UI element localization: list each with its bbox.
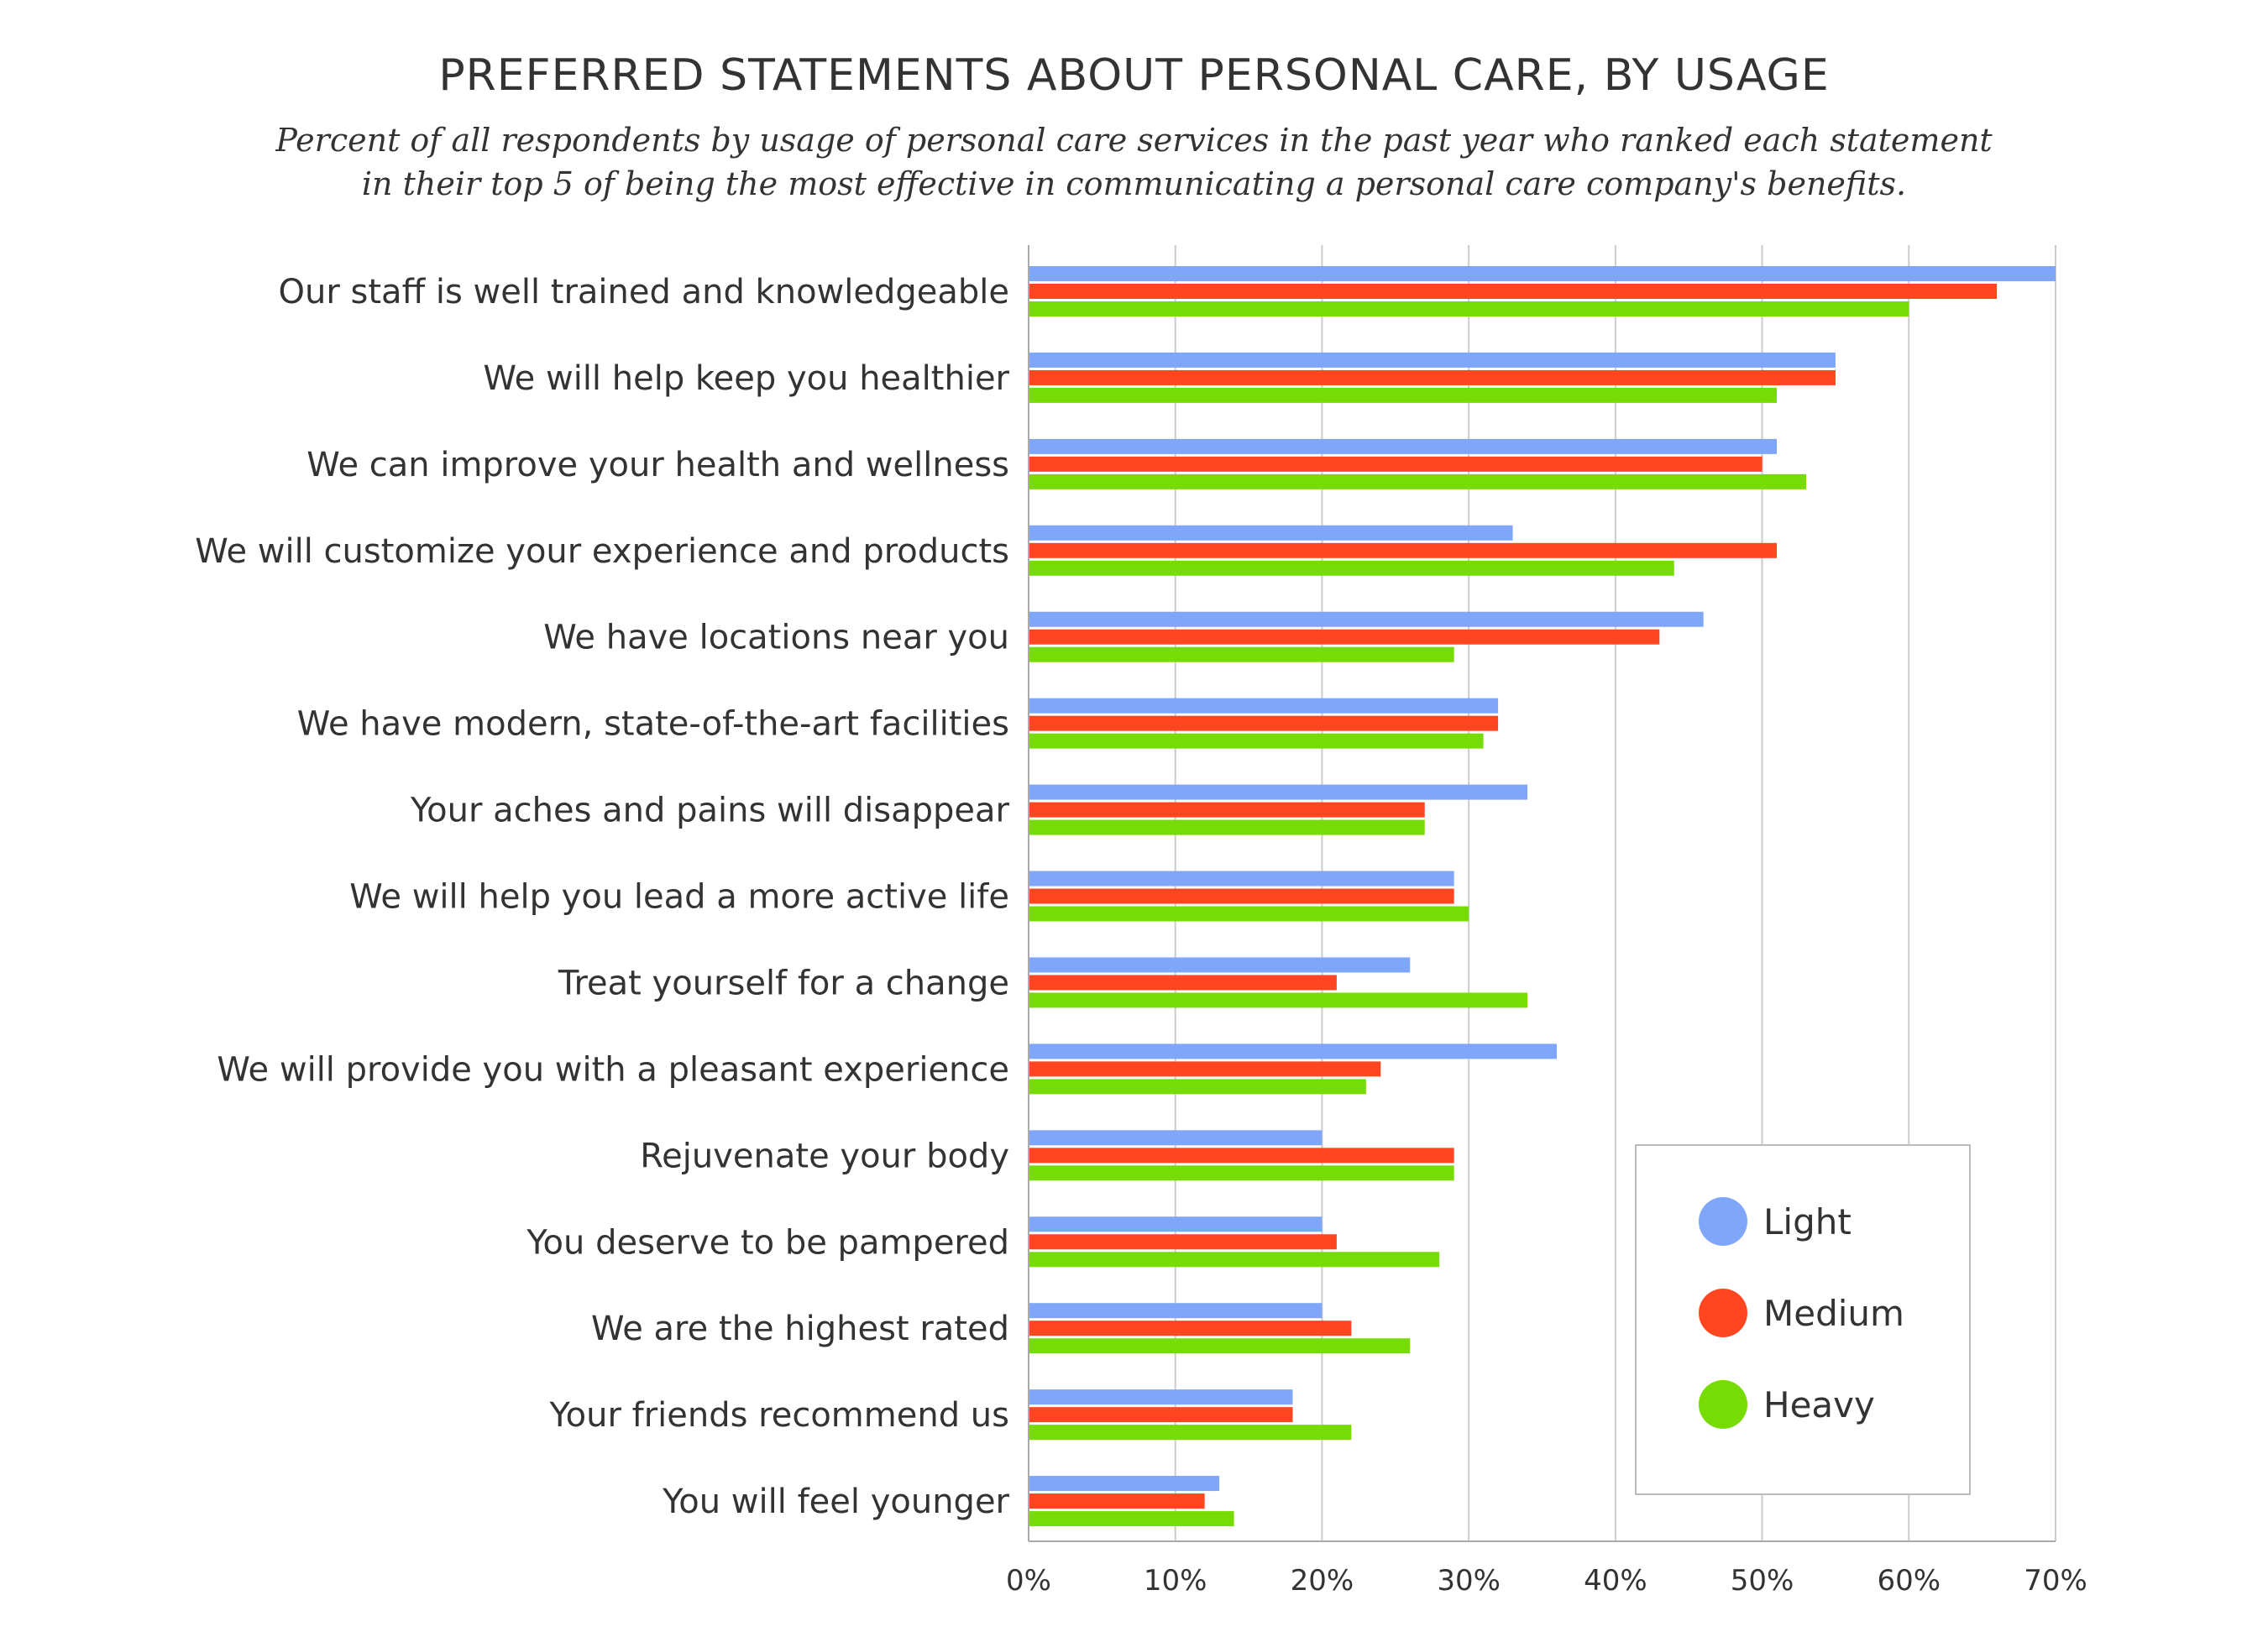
bar-heavy — [1029, 906, 1469, 922]
x-tick-label: 40% — [1584, 1564, 1647, 1598]
category-label: You will feel younger — [662, 1483, 1009, 1521]
x-tick-label: 60% — [1877, 1564, 1941, 1598]
bar-heavy — [1029, 733, 1484, 749]
bar-light — [1029, 525, 1513, 541]
category-label: Our staff is well trained and knowledgea… — [279, 273, 1009, 311]
bar-light — [1029, 1130, 1323, 1146]
x-tick-label: 30% — [1437, 1564, 1501, 1598]
bar-heavy — [1029, 819, 1425, 835]
bar-heavy — [1029, 1425, 1352, 1441]
category-label: We have modern, state-of-the-art facilit… — [297, 705, 1009, 744]
bar-heavy — [1029, 1079, 1366, 1095]
bar-medium — [1029, 975, 1337, 991]
bar-medium — [1029, 715, 1499, 731]
bar-medium — [1029, 369, 1836, 385]
bar-heavy — [1029, 301, 1909, 316]
bar-medium — [1029, 888, 1454, 904]
bar-heavy — [1029, 560, 1674, 576]
category-label: Rejuvenate your body — [640, 1137, 1009, 1175]
legend: Light Medium Heavy — [1635, 1144, 1971, 1495]
bars — [1029, 266, 2056, 1527]
category-label: We will help you lead a more active life — [349, 878, 1009, 917]
bar-medium — [1029, 802, 1425, 818]
bar-light — [1029, 957, 1411, 973]
bar-heavy — [1029, 1165, 1454, 1181]
bar-medium — [1029, 456, 1763, 472]
x-tick-label: 70% — [2024, 1564, 2087, 1598]
category-label: Your aches and pains will disappear — [410, 792, 1010, 830]
bar-light — [1029, 1303, 1323, 1319]
category-label: Your friends recommend us — [549, 1396, 1009, 1435]
axes: 0% 10% 20% 30% 40% 50% 60% 70% Our staff is well… — [195, 245, 2087, 1598]
bar-heavy — [1029, 646, 1454, 662]
bar-medium — [1029, 1148, 1454, 1164]
bar-heavy — [1029, 473, 1806, 489]
bar-medium — [1029, 542, 1778, 558]
bar-light — [1029, 266, 2056, 281]
bar-heavy — [1029, 1511, 1234, 1527]
bar-light — [1029, 1389, 1293, 1405]
bar-light — [1029, 1043, 1557, 1059]
legend-swatch-heavy — [1699, 1380, 1747, 1429]
bar-light — [1029, 698, 1499, 714]
category-label: You deserve to be pampered — [526, 1223, 1009, 1262]
legend-label-medium: Medium — [1763, 1293, 1904, 1334]
chart-subtitle-line-2: in their top 5 of being the most effecti… — [361, 165, 1907, 202]
bar-light — [1029, 438, 1778, 454]
legend-box — [1635, 1144, 1971, 1495]
category-label: We will help keep you healthier — [483, 359, 1009, 398]
x-tick-label: 50% — [1731, 1564, 1794, 1598]
category-label: We have locations near you — [543, 619, 1009, 657]
category-label: We are the highest rated — [591, 1310, 1009, 1348]
bar-medium — [1029, 1321, 1352, 1336]
bar-light — [1029, 1476, 1220, 1492]
bar-heavy — [1029, 387, 1778, 403]
bar-light — [1029, 1216, 1323, 1232]
bar-medium — [1029, 1234, 1337, 1250]
chart-title: PREFERRED STATEMENTS ABOUT PERSONAL CARE… — [438, 50, 1830, 101]
category-label: We will customize your experience and pr… — [195, 532, 1009, 571]
bar-medium — [1029, 1493, 1205, 1509]
bar-medium — [1029, 1061, 1381, 1077]
legend-swatch-light — [1699, 1197, 1747, 1246]
legend-swatch-medium — [1699, 1289, 1747, 1337]
bar-light — [1029, 352, 1836, 368]
bar-light — [1029, 871, 1454, 886]
chart-subtitle-line-1: Percent of all respondents by usage of p… — [275, 122, 1993, 159]
category-label: Treat yourself for a change — [558, 964, 1009, 1002]
category-label: We will provide you with a pleasant expe… — [217, 1050, 1009, 1089]
bar-heavy — [1029, 1252, 1440, 1268]
bar-medium — [1029, 1407, 1293, 1423]
legend-label-heavy: Heavy — [1763, 1384, 1875, 1425]
x-tick-label: 10% — [1144, 1564, 1207, 1598]
bar-heavy — [1029, 1338, 1411, 1354]
category-label: We can improve your health and wellness — [306, 446, 1009, 484]
bar-light — [1029, 611, 1704, 627]
x-tick-label: 0% — [1006, 1564, 1051, 1598]
legend-label-light: Light — [1763, 1201, 1852, 1242]
bar-medium — [1029, 284, 1998, 299]
x-tick-label: 20% — [1291, 1564, 1354, 1598]
bar-heavy — [1029, 992, 1528, 1008]
bar-light — [1029, 784, 1528, 800]
bar-medium — [1029, 629, 1660, 645]
